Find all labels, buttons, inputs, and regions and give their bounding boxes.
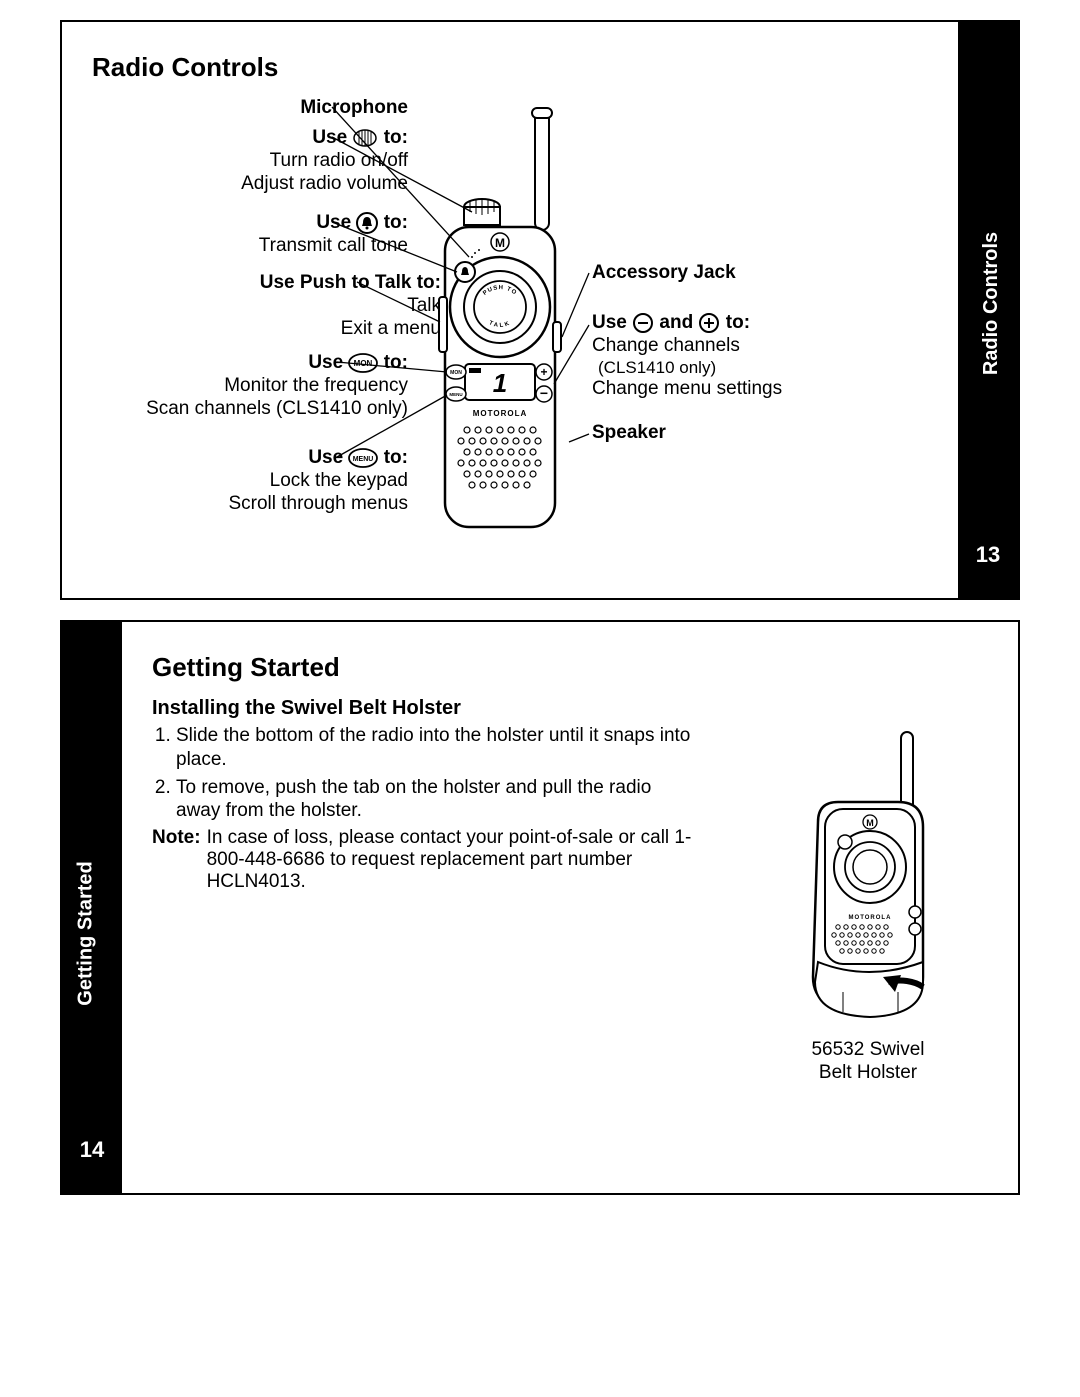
step-1: Slide the bottom of the radio into the h… xyxy=(176,724,692,772)
subhead: Installing the Swivel Belt Holster xyxy=(152,697,988,720)
tab-label: Getting Started xyxy=(75,861,98,1005)
svg-text:MOTOROLA: MOTOROLA xyxy=(473,409,528,418)
callout-microphone: Microphone xyxy=(300,97,408,120)
svg-text:1: 1 xyxy=(493,368,507,398)
svg-text:−: − xyxy=(540,385,548,401)
callout-mon: Use MON to: Monitor the frequency Scan c… xyxy=(146,352,408,420)
plus-circle-icon xyxy=(698,312,720,334)
instructions: Slide the bottom of the radio into the h… xyxy=(152,724,692,893)
bell-icon xyxy=(356,212,378,234)
note: Note: In case of loss, please contact yo… xyxy=(152,827,692,893)
page-number: 14 xyxy=(62,1137,122,1163)
page-getting-started: Getting Started 14 Getting Started Insta… xyxy=(60,620,1020,1195)
callout-speaker: Speaker xyxy=(592,422,666,445)
callout-ptt: Use Push to Talk to: Talk Exit a menu xyxy=(260,272,441,340)
volume-knob-icon xyxy=(352,129,378,147)
page-radio-controls: Radio Controls 13 Radio Controls Microph… xyxy=(60,20,1020,600)
page1-content: Radio Controls Microphone Use to: Turn r… xyxy=(92,52,938,97)
section-title: Radio Controls xyxy=(92,52,938,83)
svg-text:MENU: MENU xyxy=(353,456,374,463)
menu-icon: MENU xyxy=(348,448,378,468)
page-number: 13 xyxy=(958,542,1018,568)
callout-accessory: Accessory Jack xyxy=(592,262,736,285)
callout-calltone: Use to: Transmit call tone xyxy=(259,212,408,258)
page2-content: Getting Started Installing the Swivel Be… xyxy=(152,652,988,893)
radio-diagram: M PUSH TO TALK 1 MON MENU + − MOTOROLA xyxy=(417,102,577,532)
callout-menu: Use MENU to: Lock the keypad Scroll thro… xyxy=(228,447,408,515)
svg-text:+: + xyxy=(540,365,547,379)
holster-diagram: M MOTOROLA xyxy=(783,727,953,1027)
holster-figure: M MOTOROLA xyxy=(768,727,968,1085)
minus-circle-icon xyxy=(632,312,654,334)
tab-right: Radio Controls 13 xyxy=(958,22,1018,598)
section-title: Getting Started xyxy=(152,652,988,683)
svg-text:M: M xyxy=(495,236,505,250)
svg-text:M: M xyxy=(866,818,874,828)
step-2: To remove, push the tab on the holster a… xyxy=(176,776,692,824)
holster-caption: 56532 Swivel Belt Holster xyxy=(768,1039,968,1085)
svg-text:MENU: MENU xyxy=(449,392,462,397)
tab-label: Radio Controls xyxy=(980,232,1003,375)
mon-icon: MON xyxy=(348,353,378,373)
tab-left: Getting Started 14 xyxy=(62,622,122,1193)
svg-text:MOTOROLA: MOTOROLA xyxy=(849,915,892,921)
callout-channels: Use and to: Change channels (CLS1410 onl… xyxy=(592,312,782,401)
svg-text:MON: MON xyxy=(354,359,373,368)
svg-text:MON: MON xyxy=(450,370,462,376)
callout-volume: Use to: Turn radio on/off Adjust radio v… xyxy=(241,127,408,195)
